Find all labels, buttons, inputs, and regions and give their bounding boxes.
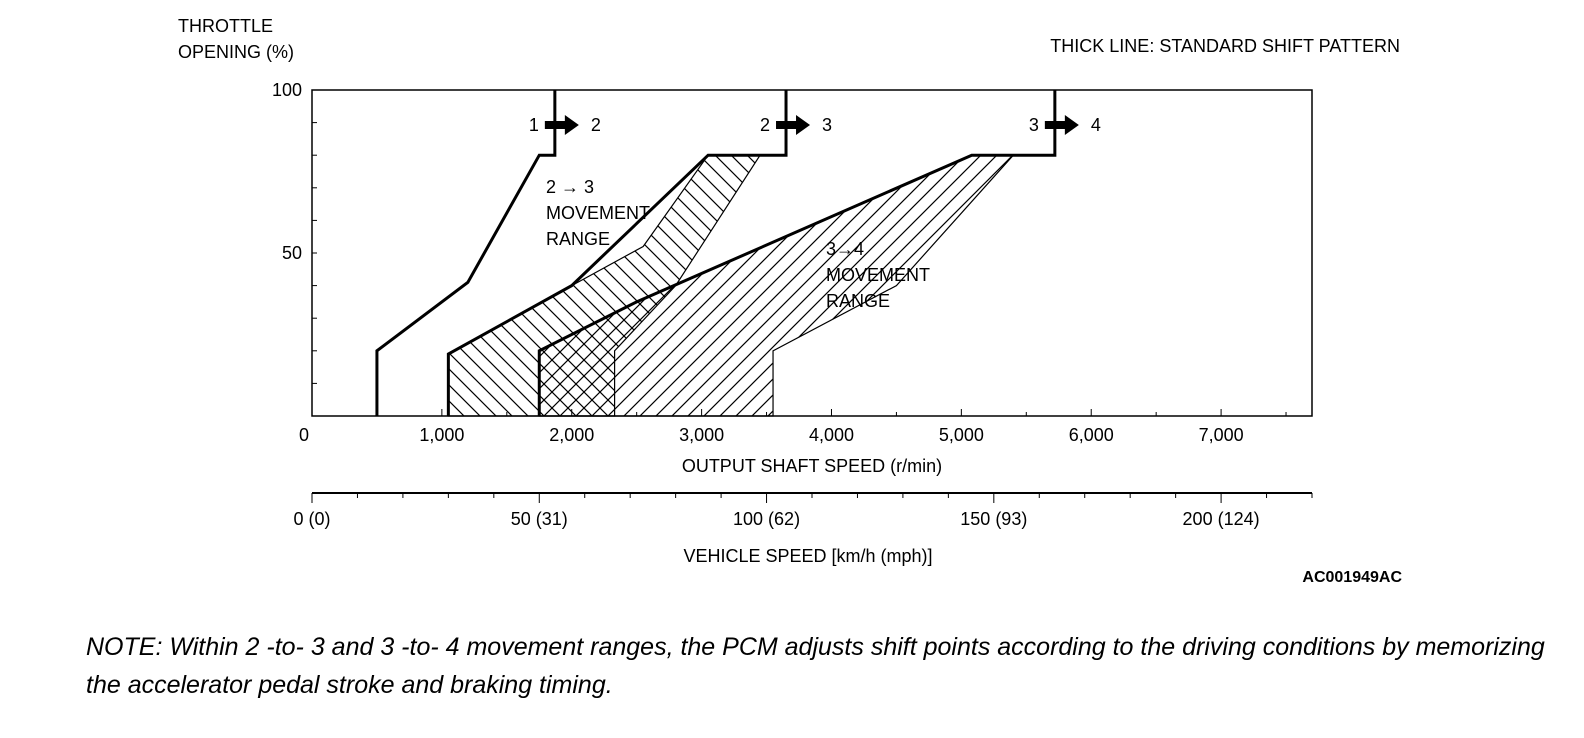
- shift-arrow-icon: [544, 115, 579, 135]
- legend-note: THICK LINE: STANDARD SHIFT PATTERN: [1050, 36, 1400, 56]
- vehicle-speed-tick-label: 0 (0): [293, 509, 330, 529]
- shift-arrow-icon: [776, 115, 811, 135]
- shift-label-from: 3: [1029, 115, 1039, 135]
- shift-line-3-4: [537, 90, 1057, 416]
- shift-label-to: 3: [822, 115, 832, 135]
- shift-label-from: 2: [760, 115, 770, 135]
- footnote: NOTE: Within 2 -to- 3 and 3 -to- 4 movem…: [86, 633, 1545, 699]
- shift-arrow-icon: [1044, 115, 1079, 135]
- range-labels: 2 → 3 MOVEMENT RANGE 3→4 MOVEMENT RANGE: [546, 177, 930, 311]
- shift-lines: [375, 90, 1057, 416]
- vehicle-speed-tick-label: 200 (124): [1183, 509, 1260, 529]
- shift-labels: 1 2 2 3 3 4: [529, 115, 1101, 135]
- shift-label-to: 4: [1091, 115, 1101, 135]
- x-axis-label: OUTPUT SHAFT SPEED (r/min): [682, 456, 942, 476]
- shift-line-1-2: [375, 90, 557, 416]
- x-tick-label: 7,000: [1199, 425, 1244, 445]
- vehicle-speed-tick-label: 100 (62): [733, 509, 800, 529]
- y-axis: 50 100: [272, 80, 317, 384]
- vehicle-speed-axis-label: VEHICLE SPEED [km/h (mph)]: [683, 546, 932, 566]
- vehicle-speed-tick-label: 150 (93): [960, 509, 1027, 529]
- x-tick-label: 0: [299, 425, 309, 445]
- range-label-3-4: RANGE: [826, 291, 890, 311]
- x-tick-label: 4,000: [809, 425, 854, 445]
- y-tick-label: 100: [272, 80, 302, 100]
- range-label-3-4: 3→4: [826, 239, 864, 259]
- range-label-3-4: MOVEMENT: [826, 265, 930, 285]
- x-axis: 0 1,000 2,000 3,000 4,000 5,000 6,000 7,000: [299, 409, 1287, 445]
- y-axis-label-line1: THROTTLE: [178, 16, 273, 36]
- x-tick-label: 3,000: [679, 425, 724, 445]
- x-tick-label: 6,000: [1069, 425, 1114, 445]
- x-tick-label: 1,000: [419, 425, 464, 445]
- range-label-2-3: RANGE: [546, 229, 610, 249]
- x-tick-label: 2,000: [549, 425, 594, 445]
- vehicle-speed-axis: 0 (0) 50 (31) 100 (62) 150 (93) 200 (124): [293, 493, 1313, 529]
- shift-label-from: 1: [529, 115, 539, 135]
- movement-ranges: [447, 154, 1015, 417]
- y-tick-label: 50: [282, 243, 302, 263]
- y-axis-label-line2: OPENING (%): [178, 42, 294, 62]
- range-label-2-3: MOVEMENT: [546, 203, 650, 223]
- shift-label-to: 2: [591, 115, 601, 135]
- diagram-code: AC001949AC: [1302, 569, 1402, 586]
- shift-line-2-3: [446, 90, 788, 416]
- x-tick-label: 5,000: [939, 425, 984, 445]
- range-label-2-3: 2 → 3: [546, 177, 594, 197]
- vehicle-speed-tick-label: 50 (31): [511, 509, 568, 529]
